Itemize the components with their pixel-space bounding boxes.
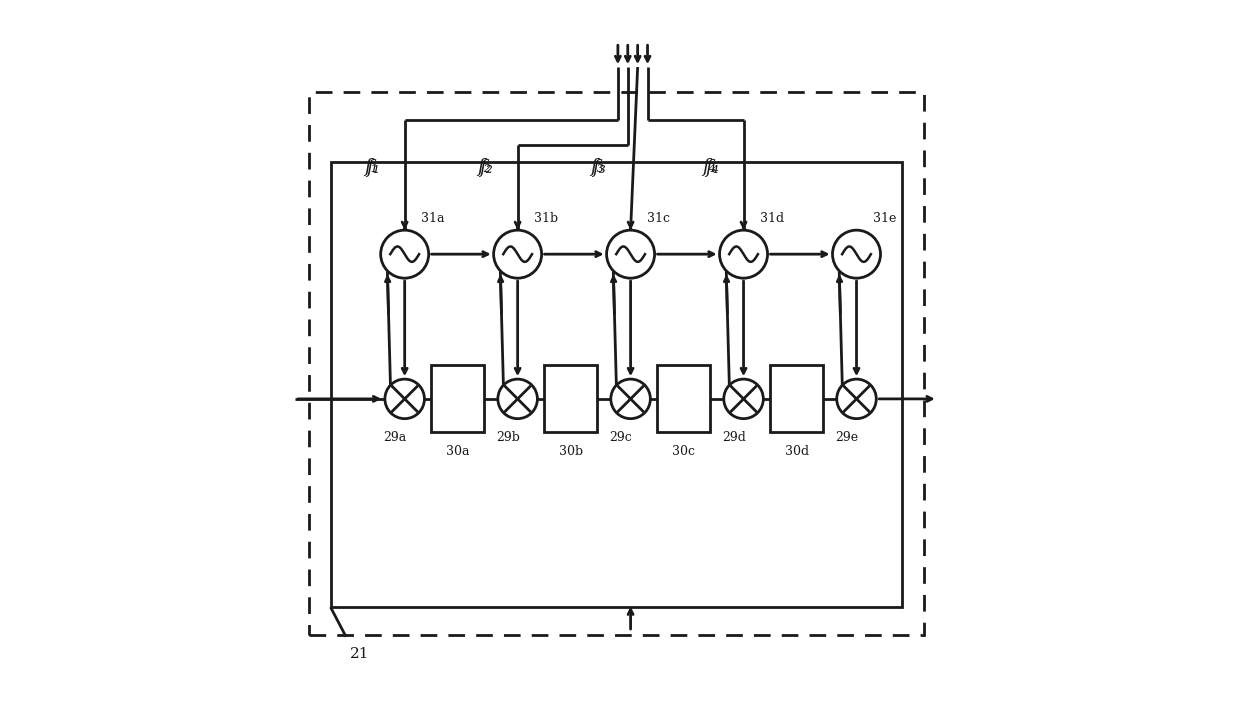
Text: 31d: 31d xyxy=(760,212,785,225)
Text: 30c: 30c xyxy=(672,445,696,458)
Text: 29b: 29b xyxy=(496,431,521,444)
Text: 21: 21 xyxy=(350,647,370,662)
Circle shape xyxy=(498,379,537,419)
Circle shape xyxy=(724,379,764,419)
Text: f₁: f₁ xyxy=(366,159,379,177)
Text: 30d: 30d xyxy=(785,445,808,458)
Text: f₂: f₂ xyxy=(476,157,491,176)
Circle shape xyxy=(384,379,424,419)
Bar xyxy=(309,92,924,635)
Text: 29d: 29d xyxy=(723,431,746,444)
Bar xyxy=(432,366,485,432)
Text: 29c: 29c xyxy=(609,431,632,444)
Circle shape xyxy=(494,230,542,278)
Bar xyxy=(544,366,598,432)
Circle shape xyxy=(381,230,429,278)
Circle shape xyxy=(606,230,655,278)
Text: f₃: f₃ xyxy=(591,159,605,177)
Text: f₂: f₂ xyxy=(479,159,492,177)
Text: f₁: f₁ xyxy=(363,157,378,176)
Bar xyxy=(770,366,823,432)
Text: 31e: 31e xyxy=(873,212,897,225)
Text: f₃: f₃ xyxy=(590,157,604,176)
Text: 29a: 29a xyxy=(383,431,407,444)
Bar xyxy=(331,162,903,607)
Text: 31c: 31c xyxy=(647,212,671,225)
Text: 30b: 30b xyxy=(559,445,583,458)
Circle shape xyxy=(611,379,650,419)
Text: 31a: 31a xyxy=(422,212,445,225)
Circle shape xyxy=(719,230,768,278)
Circle shape xyxy=(832,230,880,278)
Text: 30a: 30a xyxy=(446,445,470,458)
Text: f₄: f₄ xyxy=(703,157,717,176)
Text: 29e: 29e xyxy=(836,431,858,444)
Text: f₄: f₄ xyxy=(704,159,719,177)
Text: 31b: 31b xyxy=(534,212,558,225)
Circle shape xyxy=(837,379,877,419)
Bar xyxy=(657,366,711,432)
